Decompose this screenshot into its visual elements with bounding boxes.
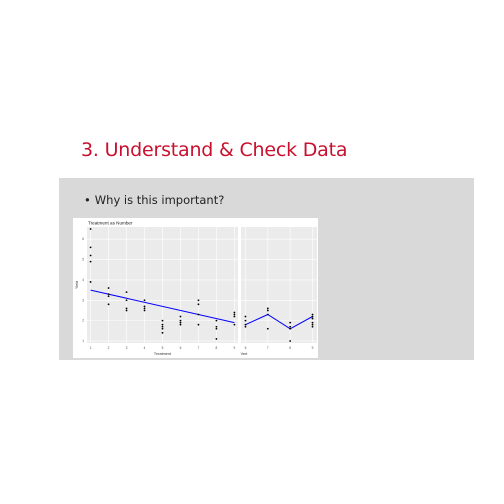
slide-title: 3. Understand & Check Data [81, 139, 348, 161]
x-tick-label: 9 [312, 346, 314, 350]
data-point [233, 315, 236, 318]
data-point [233, 313, 236, 316]
data-point [289, 327, 292, 330]
x-tick-label: 6 [245, 346, 247, 350]
data-point [215, 325, 218, 328]
data-point [289, 325, 292, 328]
data-point [311, 323, 314, 326]
data-point [161, 319, 164, 322]
fit-line-series [245, 313, 313, 330]
x-tick-label: 6 [180, 346, 182, 350]
data-point [311, 325, 314, 328]
data-point [89, 246, 92, 249]
y-tick-label: 4 [82, 278, 84, 282]
data-point [244, 319, 247, 322]
data-point [233, 323, 236, 326]
data-point [161, 325, 164, 328]
data-point [179, 319, 182, 322]
x-tick-label: 3 [126, 346, 128, 350]
bullet-item: • Why is this important? [84, 193, 224, 207]
data-point [215, 338, 218, 340]
data-point [244, 325, 247, 328]
y-tick-label: 3 [82, 298, 84, 302]
x-tick-label: 8 [289, 346, 291, 350]
x-tick-label: 8 [216, 346, 218, 350]
data-point [107, 303, 110, 306]
data-point [197, 303, 200, 306]
x-tick-label: 1 [90, 346, 92, 350]
data-point [107, 293, 110, 296]
chart-figure: 1 2 3 4 5 6 7 8 9 1 2 3 4 5 6 Treatment as Number Treatm… [73, 218, 318, 358]
data-point [89, 260, 92, 263]
x-tick-label: 2 [108, 346, 110, 350]
bullet-dot: • [84, 193, 91, 207]
bullet-text: Why is this important? [94, 193, 225, 207]
data-point [143, 299, 146, 302]
x-tick-label: 9 [234, 346, 236, 350]
y-axis-label: Yield [75, 281, 79, 289]
data-point [266, 327, 269, 330]
x-tick-label: 4 [144, 346, 146, 350]
data-point [289, 340, 292, 342]
data-point [161, 327, 164, 330]
data-point [179, 321, 182, 324]
y-tick-label: 5 [82, 258, 84, 262]
x-axis-label: Treatment [154, 352, 172, 356]
data-point [266, 313, 269, 316]
chart-title: Treatment as Number [88, 221, 133, 226]
chart-svg: 1 2 3 4 5 6 7 8 9 1 2 3 4 5 6 Treatment as Number Treatm… [75, 221, 317, 356]
data-point [266, 307, 269, 310]
data-point [197, 323, 200, 326]
data-point [311, 317, 314, 320]
data-point [161, 323, 164, 326]
data-point [161, 331, 164, 334]
data-point [89, 228, 92, 230]
data-point [107, 295, 110, 298]
data-point [233, 311, 236, 314]
data-point [89, 254, 92, 257]
x-axis-label: Vert [241, 352, 249, 356]
data-point [311, 313, 314, 316]
data-point [143, 307, 146, 310]
data-point [125, 299, 128, 302]
data-point [197, 299, 200, 302]
data-point [244, 323, 247, 326]
data-point [266, 309, 269, 312]
fit-line-series [90, 289, 235, 324]
data-point [215, 319, 218, 322]
data-point [179, 323, 182, 326]
data-point [289, 321, 292, 324]
x-tick-label: 5 [162, 346, 164, 350]
y-tick-label: 1 [82, 339, 84, 343]
x-tick-label: 7 [198, 346, 200, 350]
data-point [125, 307, 128, 310]
x-tick-label: 7 [267, 346, 269, 350]
data-point [197, 313, 200, 316]
data-point [107, 287, 110, 289]
data-point [311, 321, 314, 324]
data-point [125, 291, 128, 294]
plot-panel-2 [241, 227, 317, 343]
data-point [125, 309, 128, 312]
data-point [244, 315, 247, 318]
data-point [215, 327, 218, 330]
data-point [179, 315, 182, 318]
data-point [311, 315, 314, 318]
data-point [143, 309, 146, 312]
data-point [143, 305, 146, 308]
y-tick-label: 6 [82, 237, 84, 241]
data-point [89, 281, 92, 283]
y-tick-label: 2 [82, 319, 84, 323]
